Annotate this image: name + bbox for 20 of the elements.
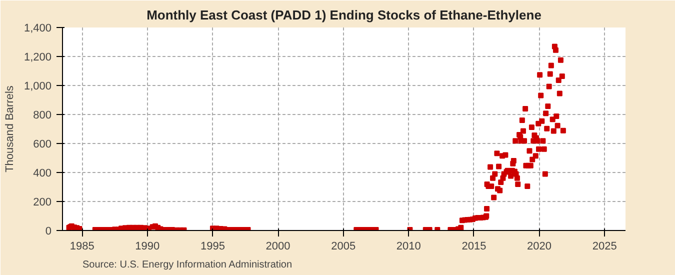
- x-tick-label: 2010: [396, 240, 421, 252]
- y-tick-label: 0: [45, 226, 52, 238]
- x-tick-label: 2025: [592, 240, 617, 252]
- x-tick-label: 1995: [200, 240, 225, 252]
- y-axis-title: Thousand Barrels: [4, 85, 16, 172]
- y-tick-label: 800: [33, 110, 52, 122]
- x-tick-label: 1985: [70, 240, 94, 252]
- y-tick-label: 200: [33, 196, 52, 208]
- y-tick-label: 1,400: [24, 22, 52, 34]
- x-tick-label: 2020: [527, 240, 552, 252]
- y-tick-label: 600: [33, 138, 52, 150]
- y-tick-label: 400: [33, 168, 52, 180]
- y-tick-label: 1,200: [24, 52, 52, 64]
- x-tick-label: 1990: [135, 240, 160, 252]
- chart-title: Monthly East Coast (PADD 1) Ending Stocks of Ethane-Ethylene: [146, 8, 542, 22]
- x-tick-label: 2000: [266, 240, 290, 252]
- source-note: Source: U.S. Energy Information Administration: [82, 260, 292, 270]
- x-tick-label: 2005: [331, 240, 356, 252]
- y-tick-label: 1,000: [24, 80, 52, 92]
- x-tick-label: 2015: [462, 240, 486, 252]
